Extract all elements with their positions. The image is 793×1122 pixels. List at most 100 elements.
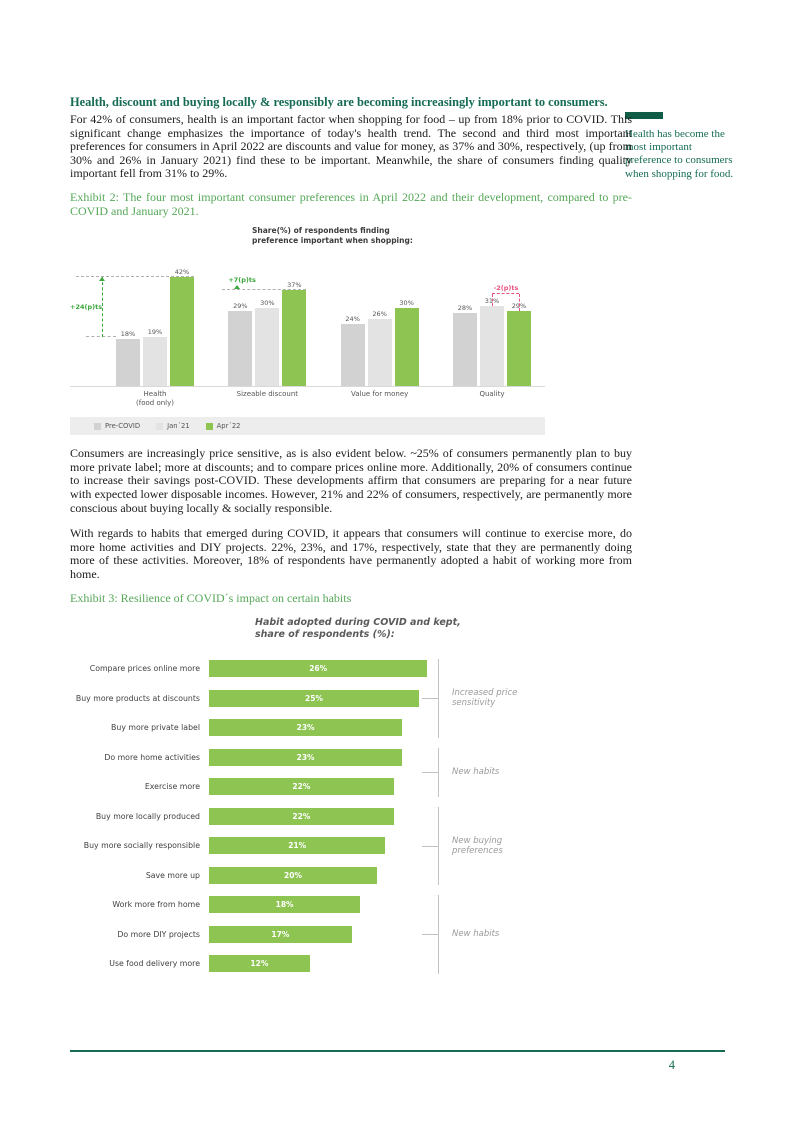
exhibit3-bar: 26% [209,660,428,678]
exhibit3-row: Buy more products at discounts 25% [70,684,632,714]
paragraph-1: For 42% of consumers, health is an impor… [70,112,632,181]
bar-value-label: 26% [372,309,387,318]
exhibit3-row-label: Buy more products at discounts [75,693,200,703]
exhibit3-row-label: Buy more locally produced [95,811,200,821]
exhibit3-row: Exercise more 22% [70,772,632,802]
exhibit3-group-bracket [438,806,439,886]
exhibit2-legend: Pre-COVID Jan´21 Apr´22 [70,417,545,436]
bar-value-label: 30% [399,299,414,308]
exhibit3-row: Buy more private label 23% [70,713,632,743]
main-content: Health, discount and buying locally & re… [70,0,632,979]
exhibit2-annotation-line [86,335,116,337]
legend-item: Pre-COVID [94,422,140,430]
exhibit3-group-bracket [438,659,439,738]
exhibit2-category-axis: Health (food only) Sizeable discount Value… [70,390,545,407]
exhibit3-bar: 23% [209,719,403,737]
legend-item: Apr´22 [205,422,240,430]
exhibit3-bar: 12% [209,955,310,973]
bar-value-label: 29% [233,301,248,310]
exhibit3-bar: 25% [209,689,419,707]
exhibit3-bar: 22% [209,807,394,825]
bar [116,339,140,387]
exhibit2-chart: Share(%) of respondents finding preferen… [70,226,545,436]
exhibit3-group-bracket [438,895,439,974]
bar-value-label: 31% [484,296,500,305]
exhibit3-row-label: Work more from home [112,900,200,910]
exhibit3-bar: 23% [209,748,403,766]
category-label: Value for money [351,390,409,399]
bar [340,323,365,387]
exhibit2-group-3: 28% 31% 29% -2(p)ts [452,284,531,387]
exhibit3-row-label: Buy more socially responsible [83,841,200,851]
exhibit3-group-stub [422,934,438,936]
bar [506,310,531,387]
exhibit3-row-label: Exercise more [144,782,200,792]
exhibit2-annotation-line [102,276,103,337]
bar-value-label: 19% [147,327,163,336]
exhibit2-annotation-line [76,275,194,277]
category-label: Quality [479,390,505,399]
exhibit3-caption: Exhibit 3: Resilience of COVID´s impact … [70,590,352,605]
bar-value-label: 30% [260,299,275,308]
bar-value-label: 18% [120,330,136,339]
exhibit3-bar: 17% [209,925,352,943]
exhibit2-annotation-line [518,293,520,311]
exhibit3-row-label: Save more up [145,870,200,880]
exhibit2-group-2: 24% 26% 30% [340,299,419,387]
legend-swatch [94,422,101,430]
exhibit2-annotation-line [491,292,519,294]
exhibit3-group-label: New habits [452,767,500,778]
bar [282,289,307,387]
page-number: 4 [668,1058,675,1072]
category-label: Sizeable discount [236,390,299,399]
exhibit3-bar: 21% [209,837,386,855]
exhibit2-group-0: 18% 19% 42% +24(p)ts [70,267,194,387]
exhibit2-annotation-line [99,276,105,281]
category-label: Health (food only) [136,390,174,407]
exhibit2-annotation-label: -2(p)ts [493,283,519,292]
bar [143,336,167,387]
bar [479,305,504,387]
bar-value-label: 42% [174,267,190,276]
exhibit3-row-label: Buy more private label [111,723,200,733]
exhibit3-group-label: Increased price sensitivity [452,688,518,709]
legend-swatch [156,422,164,430]
exhibit2-annotation-line [234,284,241,289]
exhibit3-row: Do more home activities 23% [70,743,632,773]
exhibit3-bar: 22% [209,778,394,796]
exhibit2-caption: Exhibit 2: The four most important consu… [70,189,632,218]
exhibit3-bar: 18% [209,896,361,914]
legend-label: Pre-COVID [105,422,141,431]
legend-swatch [205,422,213,430]
callout-text: Health has become the most important pre… [625,128,734,180]
bar [394,308,419,387]
exhibit3-plot-area: Compare prices online more 26% Buy more pr… [70,654,632,979]
exhibit2-group-1: 29% 30% 37% +7(p)ts [222,276,307,387]
exhibit3-group-label: New buying preferences [452,835,503,856]
exhibit3-row-label: Do more DIY projects [117,929,200,939]
exhibit3-row-label: Do more home activities [104,752,200,762]
exhibit2-annotation-label: +7(p)ts [228,275,256,284]
exhibit3-group-label: New habits [452,929,500,940]
exhibit2-annotation-line [222,288,307,290]
exhibit3-row-label: Compare prices online more [89,664,200,674]
section-heading: Health, discount and buying locally & re… [70,95,608,109]
bar [255,308,280,387]
exhibit3-group-stub [422,698,438,700]
exhibit3-row: Buy more socially responsible 21% [70,831,632,861]
legend-item: Jan´21 [156,422,190,430]
bar-value-label: 37% [287,280,302,289]
page-footer: 4 [70,1050,725,1073]
exhibit3-row: Compare prices online more 26% [70,654,632,684]
exhibit3-group-stub [422,845,438,847]
exhibit2-chart-title: Share(%) of respondents finding preferen… [252,226,413,245]
bar-value-label: 29% [511,301,527,310]
exhibit3-group-stub [422,772,438,774]
exhibit3-chart-title: Habit adopted during COVID and kept, sha… [255,617,461,640]
exhibit3-row: Work more from home 18% [70,890,632,920]
exhibit2-plot-area: 18% 19% 42% +24(p)ts 29% 30% 37% +7(p)ts 24% 26% 3… [70,251,545,388]
bar [367,318,392,387]
exhibit3-chart: Habit adopted during COVID and kept, sha… [70,617,632,979]
bar [228,310,253,387]
